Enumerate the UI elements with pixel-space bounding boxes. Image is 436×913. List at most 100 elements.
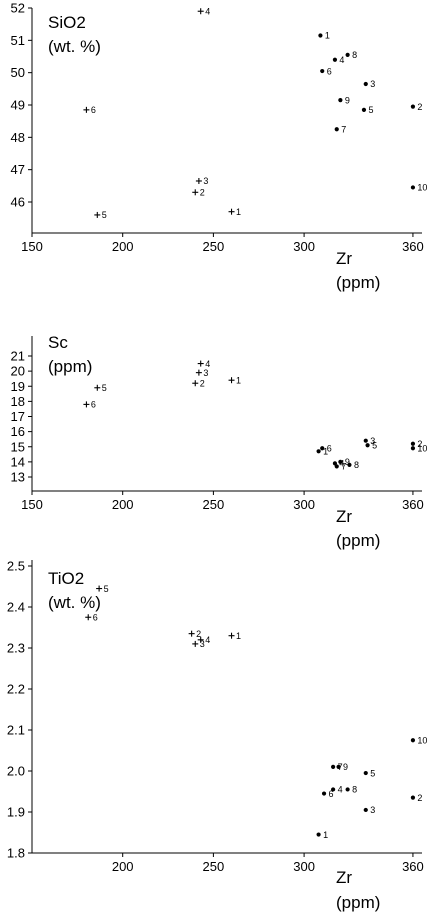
data-point-plus [96,585,103,592]
point-label: 4 [205,635,210,645]
x-axis-unit: (ppm) [336,531,380,550]
data-point-dot [316,449,321,454]
point-label: 10 [417,735,427,745]
y-tick-label: 13 [11,470,25,485]
point-label: 5 [368,105,373,115]
data-point-plus [228,208,235,215]
chart-title: Sc [48,333,68,352]
data-point-dot [321,791,327,796]
data-point-dot [338,98,343,103]
point-label: 5 [102,383,107,393]
y-tick-label: 1.9 [7,805,25,820]
point-label: 7 [341,462,346,472]
data-point-plus [197,636,204,643]
point-label: 7 [341,124,346,134]
data-point-plus [192,189,199,196]
data-point-plus [228,377,235,384]
y-tick-label: 52 [11,1,25,16]
data-point-plus [94,211,101,218]
x-axis-label: Zr [336,249,352,268]
x-tick-label: 360 [402,497,424,512]
point-label: 3 [370,436,375,446]
data-point-dot [334,127,339,132]
y-tick-label: 46 [11,195,25,210]
y-tick-label: 18 [11,394,25,409]
data-point-dot [318,33,323,38]
data-point-plus [192,640,199,647]
point-label: 5 [102,210,107,220]
chart-title-unit: (wt. %) [48,593,101,612]
y-tick-label: 17 [11,409,25,424]
y-tick-label: 50 [11,65,25,80]
data-point-dot [316,832,321,837]
data-point-dot [332,57,338,62]
data-point-plus [188,630,195,637]
x-tick-label: 150 [21,239,43,254]
data-point-dot [334,464,339,469]
data-point-dot [363,770,368,776]
point-label: 1 [325,31,330,41]
data-point-dot [332,461,338,466]
data-point-plus [192,380,199,387]
point-label: 2 [200,188,205,198]
point-label: 1 [236,375,241,385]
point-label: 2 [417,793,422,803]
point-label: 9 [345,95,350,105]
data-point-plus [228,632,235,639]
point-label: 9 [343,762,348,772]
data-point-dot [410,104,416,109]
x-tick-label: 250 [203,859,225,874]
y-tick-label: 51 [11,33,25,48]
y-tick-label: 48 [11,130,25,145]
point-label: 8 [354,460,359,470]
x-tick-label: 360 [402,859,424,874]
data-point-dot [345,52,350,57]
data-point-dot [331,764,336,770]
y-tick-label: 15 [11,439,25,454]
point-label: 6 [93,612,98,622]
x-axis-label: Zr [336,868,352,887]
data-point-plus [94,384,101,391]
x-tick-label: 200 [112,859,134,874]
panel-tio2: 1.8 1.9 2.0 2.1 2.2 2.3 2.4 2.5 200 250 300 360 TiO2… [7,559,428,913]
y-tick-label: 2.5 [7,559,25,574]
data-point-plus [195,369,202,376]
data-point-dot [345,787,350,792]
chart-title: TiO2 [48,569,84,588]
chart-title: SiO2 [48,13,86,32]
point-label: 1 [323,830,328,840]
data-point-plus [197,8,204,15]
x-tick-label: 200 [112,239,134,254]
point-label: 1 [236,631,241,641]
y-tick-label: 16 [11,424,25,439]
data-point-dot [347,462,352,467]
x-tick-label: 150 [21,497,43,512]
x-axis-unit: (ppm) [336,273,380,292]
data-point-dot [363,81,368,87]
point-label: 6 [91,105,96,115]
data-point-dot [338,459,343,464]
point-label: 3 [200,639,205,649]
x-tick-label: 200 [112,497,134,512]
x-axis-unit: (ppm) [336,893,380,912]
data-point-dot [365,443,370,448]
point-label: 6 [91,400,96,410]
x-tick-label: 300 [293,859,315,874]
data-point-dot [320,446,325,451]
point-label: 3 [203,368,208,378]
point-label: 10 [417,443,427,453]
point-label: 6 [327,66,332,76]
point-label: 1 [323,446,328,456]
point-label: 4 [205,359,210,369]
x-tick-label: 300 [293,239,315,254]
data-point-dot [361,107,367,112]
data-point-plus [83,401,90,408]
data-point-plus [83,106,90,113]
point-label: 4 [205,6,210,16]
data-point-dot [410,738,416,743]
data-point-plus [195,177,202,184]
data-point-dot [363,807,368,813]
data-point-dot [410,795,416,800]
